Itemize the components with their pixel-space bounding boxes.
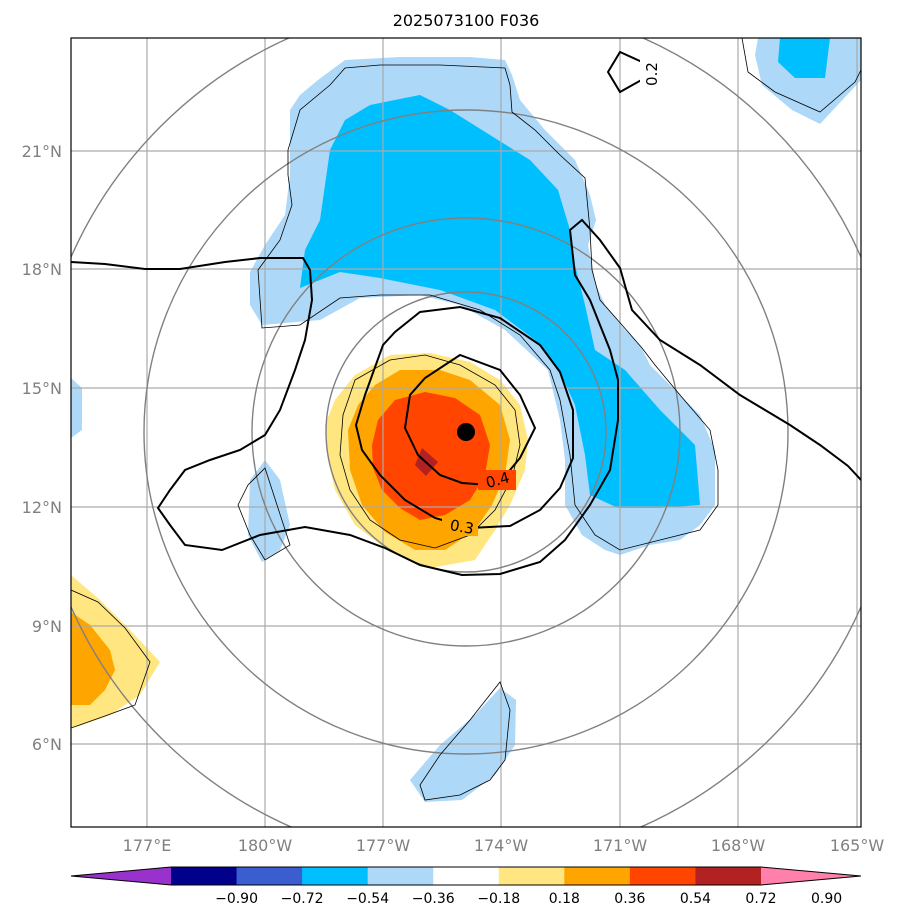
thin-contours (71, 38, 861, 801)
colorbar-tick-label: −0.90 (215, 891, 258, 907)
colorbar-swatch (433, 867, 500, 885)
contour-label-02: 0.2 (643, 62, 661, 86)
colorbar-tick-label: −0.54 (346, 891, 389, 907)
plot-area: 0.4 0.3 0.2 (71, 38, 861, 827)
colorbar-extend-low (71, 867, 171, 885)
colorbar-swatch (629, 867, 696, 885)
colorbar-tick-label: 0.90 (811, 891, 842, 907)
contour-label-03: 0.3 (449, 516, 476, 538)
colorbar: −0.90 −0.72 −0.54 −0.36 −0.18 0.18 0.36 0.54 0.7… (70, 866, 862, 907)
chart-title: 2025073100 F036 (393, 11, 540, 30)
lat-tick-12: 12°N (22, 498, 62, 517)
lat-tick-9: 9°N (32, 617, 62, 636)
lon-tick-177e: 177°E (123, 836, 172, 855)
lon-tick-180w: 180°W (238, 836, 293, 855)
lat-tick-labels: 21°N 18°N 15°N 12°N 9°N 6°N (22, 142, 62, 754)
colorbar-swatch (171, 867, 238, 885)
shade-blue-north (300, 95, 700, 508)
colorbar-tick-label: 0.72 (745, 891, 776, 907)
colorbar-outline (70, 866, 862, 886)
lat-tick-6: 6°N (32, 735, 62, 754)
shade-light-blue-west (71, 378, 82, 438)
colorbar-tick-label: 0.18 (549, 891, 580, 907)
lon-tick-168w: 168°W (711, 836, 766, 855)
lat-tick-15: 15°N (22, 379, 62, 398)
lon-tick-165w: 165°W (830, 836, 885, 855)
lat-tick-21: 21°N (22, 142, 62, 161)
lon-tick-labels: 177°E 180°W 177°W 174°W 171°W 168°W 165°… (123, 836, 885, 855)
lon-tick-177w: 177°W (356, 836, 411, 855)
plot-frame (70, 37, 862, 828)
colorbar-tick-label: −0.36 (412, 891, 455, 907)
colorbar-swatch (367, 867, 434, 885)
storm-center-marker (457, 423, 475, 441)
colorbar-tick-label: 0.54 (680, 891, 711, 907)
colorbar-tick-label: −0.72 (281, 891, 324, 907)
colorbar-swatch (302, 867, 369, 885)
colorbar-swatch (564, 867, 631, 885)
colorbar-tick-label: −0.18 (477, 891, 520, 907)
shade-light-blue-wc (248, 460, 290, 562)
thick-contours (71, 50, 861, 577)
colorbar-swatch (236, 867, 303, 885)
shade-light-blue-south (410, 688, 516, 802)
colorbar-extend-high (761, 867, 861, 885)
lon-tick-171w: 171°W (593, 836, 648, 855)
colorbar-swatch (498, 867, 565, 885)
colorbar-swatch (695, 867, 762, 885)
range-rings (71, 38, 861, 827)
colorbar-tick-label: 0.36 (614, 891, 645, 907)
shade-blue-ne (778, 38, 830, 78)
shade-orange-west (71, 612, 115, 705)
lat-tick-18: 18°N (22, 260, 62, 279)
lon-tick-174w: 174°W (474, 836, 529, 855)
contour-label-04: 0.4 (484, 468, 512, 492)
